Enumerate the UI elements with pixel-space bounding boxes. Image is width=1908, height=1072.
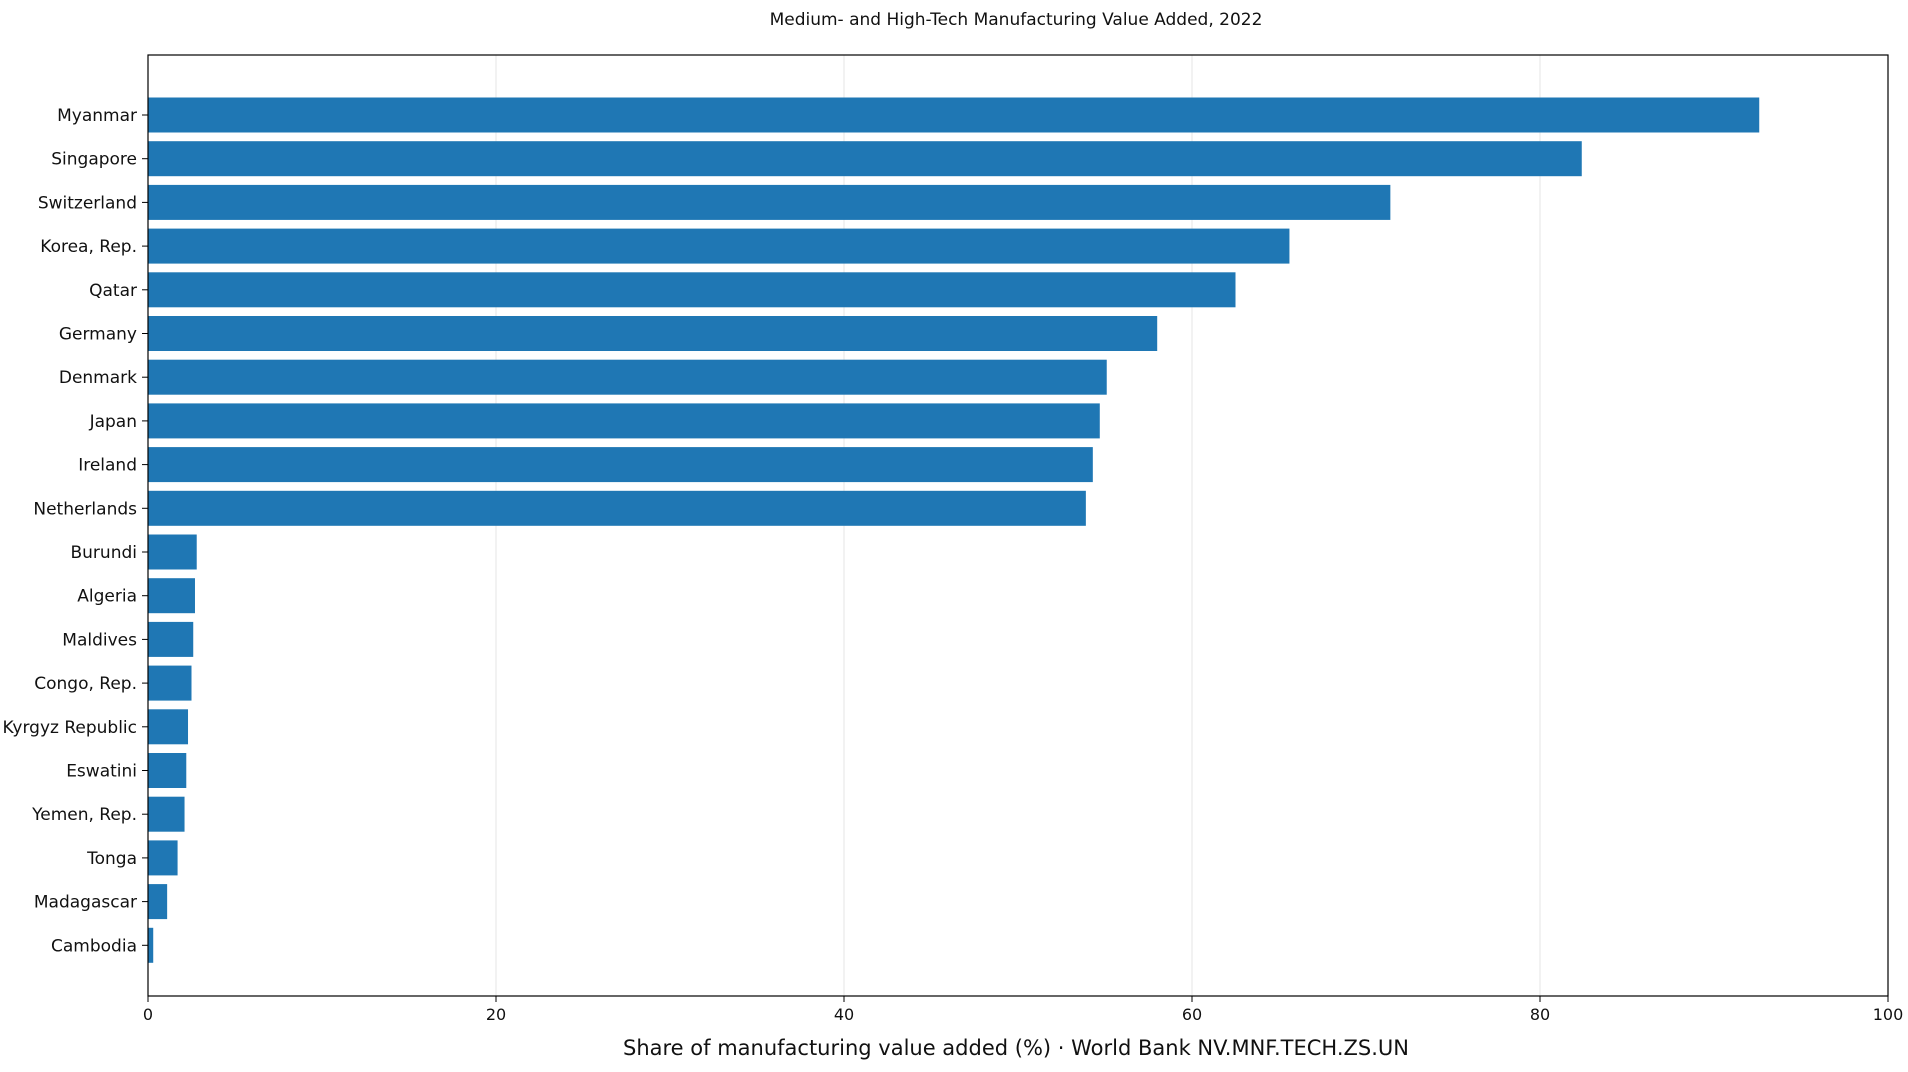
category-label: Singapore — [51, 150, 137, 170]
x-axis-label: Share of manufacturing value added (%) ·… — [623, 1036, 1409, 1060]
bar — [148, 490, 1086, 526]
category-label: Denmark — [59, 368, 137, 388]
bar — [148, 796, 185, 832]
category-label: Congo, Rep. — [34, 674, 137, 694]
x-axis-ticks: 0 20 40 60 80 100 — [143, 996, 1903, 1024]
bar — [148, 97, 1760, 133]
bar — [148, 141, 1582, 177]
bar — [148, 578, 195, 614]
bar — [148, 840, 178, 876]
bar — [148, 621, 194, 657]
category-label: Kyrgyz Republic — [3, 718, 138, 738]
bar — [148, 359, 1107, 395]
bar — [148, 228, 1290, 264]
x-tick-label: 80 — [1530, 1005, 1550, 1024]
x-tick-label: 20 — [486, 1005, 506, 1024]
bar — [148, 534, 197, 570]
bar — [148, 272, 1236, 308]
bar — [148, 927, 154, 963]
category-label: Ireland — [78, 456, 137, 476]
x-tick-label: 100 — [1873, 1005, 1904, 1024]
bar — [148, 447, 1093, 483]
category-label: Qatar — [89, 281, 137, 301]
category-label: Eswatini — [66, 762, 137, 782]
plot-area-frame — [147, 54, 1889, 997]
category-label: Maldives — [62, 630, 137, 650]
category-label: Myanmar — [57, 106, 137, 126]
x-tick-label: 0 — [143, 1005, 153, 1024]
bar — [148, 884, 168, 920]
y-axis-labels: Myanmar Singapore Switzerland Korea, Rep. Qa… — [3, 106, 148, 956]
bar — [148, 665, 192, 701]
bar — [148, 316, 1158, 351]
bar — [148, 709, 189, 745]
chart-title: Medium- and High-Tech Manufacturing Valu… — [770, 10, 1263, 30]
bar — [148, 753, 187, 788]
category-label: Madagascar — [34, 893, 137, 913]
category-label: Algeria — [77, 587, 137, 607]
x-tick-label: 40 — [834, 1005, 854, 1024]
category-label: Korea, Rep. — [40, 237, 137, 257]
category-label: Burundi — [71, 543, 138, 563]
category-label: Cambodia — [51, 936, 137, 956]
category-label: Germany — [59, 325, 137, 345]
category-label: Japan — [89, 412, 137, 432]
category-label: Tonga — [86, 849, 137, 869]
bar — [148, 403, 1100, 439]
category-label: Netherlands — [33, 499, 137, 519]
x-tick-label: 60 — [1182, 1005, 1202, 1024]
category-label: Yemen, Rep. — [31, 805, 137, 825]
bars — [148, 97, 1760, 963]
bar — [148, 184, 1391, 220]
category-label: Switzerland — [38, 193, 137, 213]
